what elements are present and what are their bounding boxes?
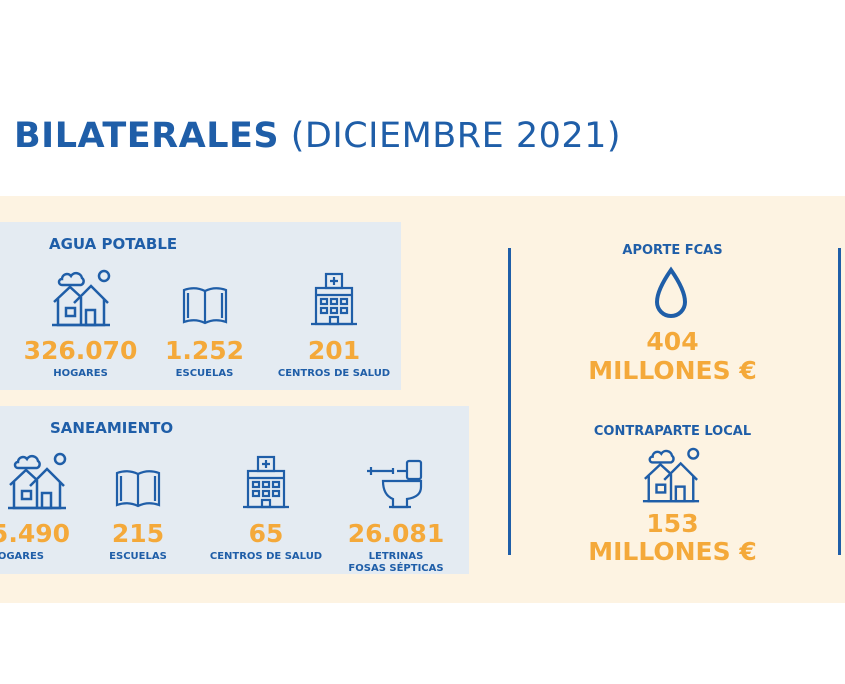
aporte-unit: MILLONES €	[588, 356, 757, 385]
agua-potable-heading: AGUA POTABLE	[49, 235, 178, 253]
san-escuelas-value: 215	[111, 519, 165, 548]
contraparte-unit: MILLONES €	[588, 537, 757, 566]
agua-potable-card: AGUA POTABLE 326.070 HOGARES	[0, 222, 401, 390]
agua-hogares-label: HOGARES	[53, 368, 108, 379]
house-icon	[51, 269, 110, 327]
hospital-icon	[243, 455, 289, 509]
title-bold: BILATERALES	[14, 116, 280, 156]
contraparte-heading: CONTRAPARTE LOCAL	[593, 424, 752, 439]
aporte-value: 404	[646, 327, 699, 356]
san-letrinas-stat: 26.081 LETRINAS FOSAS SÉPTICAS	[332, 451, 460, 575]
hospital-icon	[311, 272, 357, 326]
agua-hogares-value: 326.070	[23, 336, 138, 365]
san-letrinas-value: 26.081	[347, 519, 445, 548]
san-escuelas-label: ESCUELAS	[109, 551, 167, 562]
agua-escuelas-stat: 1.252 ESCUELAS	[152, 268, 257, 380]
san-centros-label: CENTROS DE SALUD	[209, 551, 323, 562]
san-hogares-stat: 5.490 OGARES	[0, 451, 70, 563]
san-hogares-value: 5.490	[0, 519, 70, 548]
contraparte-value: 153	[646, 509, 699, 538]
agua-escuelas-value: 1.252	[164, 336, 245, 365]
saneamiento-card: SANEAMIENTO 5.490 OGARES	[0, 406, 469, 574]
san-centros-value: 65	[248, 519, 284, 548]
page-title: BILATERALES (DICIEMBRE 2021)	[14, 116, 621, 156]
toilet-icon	[367, 459, 423, 509]
agua-escuelas-label: ESCUELAS	[175, 368, 234, 379]
house-icon	[642, 447, 700, 503]
saneamiento-heading: SANEAMIENTO	[50, 419, 174, 437]
divider-right	[838, 248, 841, 555]
san-letrinas-label-2: FOSAS SÉPTICAS	[348, 563, 444, 574]
agua-centros-label: CENTROS DE SALUD	[277, 368, 391, 379]
title-date: (DICIEMBRE 2021)	[290, 116, 622, 156]
agua-centros-value: 201	[307, 336, 361, 365]
san-escuelas-stat: 215 ESCUELAS	[88, 451, 188, 563]
house-icon	[8, 452, 67, 510]
san-centros-stat: 65 CENTROS DE SALUD	[202, 451, 330, 563]
divider-left	[508, 248, 511, 555]
agua-centros-stat: 201 CENTROS DE SALUD	[270, 268, 398, 380]
book-icon	[115, 470, 161, 508]
aporte-heading: APORTE FCAS	[622, 243, 723, 258]
water-drop-icon	[654, 266, 688, 318]
san-letrinas-label: LETRINAS	[368, 551, 424, 562]
book-icon	[182, 287, 227, 325]
san-hogares-label: OGARES	[0, 551, 44, 562]
agua-hogares-stat: 326.070 HOGARES	[18, 268, 143, 380]
